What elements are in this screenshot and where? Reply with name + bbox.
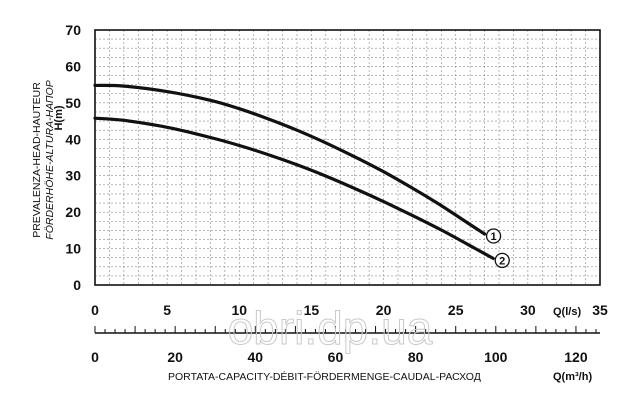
y-tick-label: 50	[65, 95, 81, 111]
grid	[94, 29, 601, 286]
y-axis-ticks: 0 10 20 30 40 50 60 70	[65, 22, 81, 293]
y-tick-label: 30	[65, 168, 81, 184]
x2-tick-label: 0	[91, 349, 99, 365]
y-tick-label: 20	[65, 204, 81, 220]
y-tick-label: 70	[65, 22, 81, 38]
y-axis-unit: H(m)	[53, 105, 65, 130]
curve-marker-2	[494, 252, 510, 269]
series-line-2	[93, 116, 495, 260]
y-tick-label: 60	[65, 58, 81, 74]
x2-tick-label: 80	[408, 349, 424, 365]
plot-frame	[94, 29, 601, 286]
x-axis-ticks: 0 5 10 15 20 25 30 35	[91, 302, 608, 318]
x-tick-label: 0	[91, 302, 99, 318]
x-tick-label: 20	[376, 302, 392, 318]
secondary-x-axis: 0 20 40 60 80 100 120	[91, 326, 600, 365]
watermark: obri.dp.ua	[228, 302, 433, 354]
x2-tick-label: 120	[564, 349, 588, 365]
x-tick-label: 10	[231, 302, 247, 318]
x-tick-label: 25	[448, 302, 464, 318]
series-lines	[93, 83, 495, 260]
x-tick-label: 35	[592, 302, 608, 318]
plot-border	[94, 29, 601, 286]
x2-axis-caption: PORTATA-CAPACITY-DÉBIT-FÖRDERMENGE-CAUDA…	[168, 370, 481, 383]
x-tick-label: 15	[304, 302, 320, 318]
x2-tick-label: 60	[328, 349, 344, 365]
x2-tick-label: 40	[248, 349, 264, 365]
x2-axis-label: Q(m³/h)	[553, 371, 592, 383]
curve-marker-label-2: 2	[499, 255, 505, 267]
curve-marker-label-1: 1	[491, 231, 497, 243]
series-line-1	[93, 83, 487, 236]
y-axis-label: PREVALENZA-HEAD-HAUTEUR FÖRDERHÖHE-ALTUR…	[31, 80, 56, 239]
y-axis-label-line-1: PREVALENZA-HEAD-HAUTEUR	[31, 82, 43, 238]
y-tick-label: 10	[65, 241, 81, 257]
curve-marker-1	[485, 228, 502, 244]
x-tick-label: 30	[520, 302, 536, 318]
y-tick-label: 0	[73, 277, 81, 293]
x2-tick-label: 100	[484, 349, 508, 365]
x2-tick-label: 20	[167, 349, 183, 365]
y-axis-label-line-2: FÖRDERHÖHE-ALTURA-НАПОР	[44, 80, 56, 239]
y-tick-label: 40	[65, 131, 81, 147]
x-tick-label: 5	[163, 302, 171, 318]
x-axis-label: Q(l/s)	[553, 306, 581, 318]
curve-markers: 12	[485, 228, 510, 269]
